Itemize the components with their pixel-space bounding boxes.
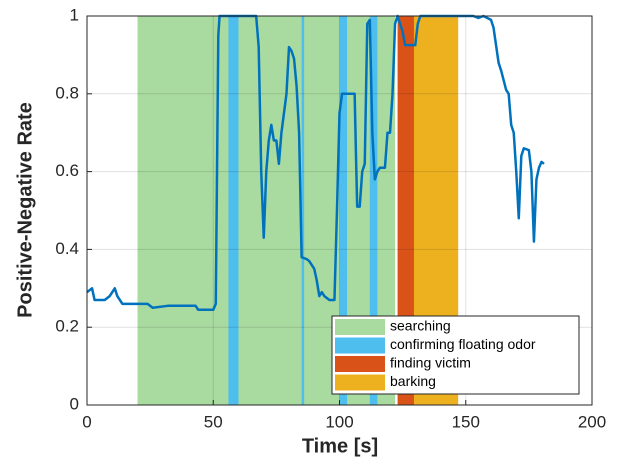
- y-tick-label: 1: [70, 5, 79, 24]
- region: [339, 16, 348, 405]
- y-axis-label: Positive-Negative Rate: [14, 102, 36, 318]
- legend-swatch: [335, 337, 385, 354]
- y-tick-label: 0: [70, 394, 79, 413]
- y-tick-label: 0.6: [55, 161, 79, 180]
- y-tick-label: 0.2: [55, 317, 79, 336]
- region: [369, 16, 378, 405]
- x-tick-label: 150: [452, 412, 480, 431]
- y-tick-label: 0.8: [55, 83, 79, 102]
- legend-label: finding victim: [390, 355, 471, 371]
- region: [228, 16, 239, 405]
- legend-swatch: [335, 356, 385, 372]
- x-tick-label: 50: [204, 412, 223, 431]
- region: [397, 16, 414, 405]
- axes-frame: [86, 15, 593, 406]
- legend-swatch: [335, 374, 385, 391]
- x-tick-label: 200: [578, 412, 606, 431]
- x-tick-label: 100: [325, 412, 353, 431]
- legend-label: barking: [390, 373, 436, 389]
- data-line: [86, 14, 545, 311]
- x-tick-label: 0: [82, 412, 91, 431]
- region: [301, 16, 305, 405]
- x-axis-label: Time [s]: [302, 435, 378, 457]
- legend-label: confirming floating odor: [390, 336, 536, 352]
- y-tick-label: 0.4: [55, 239, 79, 258]
- legend-swatch: [335, 319, 385, 335]
- legend-label: searching: [390, 318, 451, 334]
